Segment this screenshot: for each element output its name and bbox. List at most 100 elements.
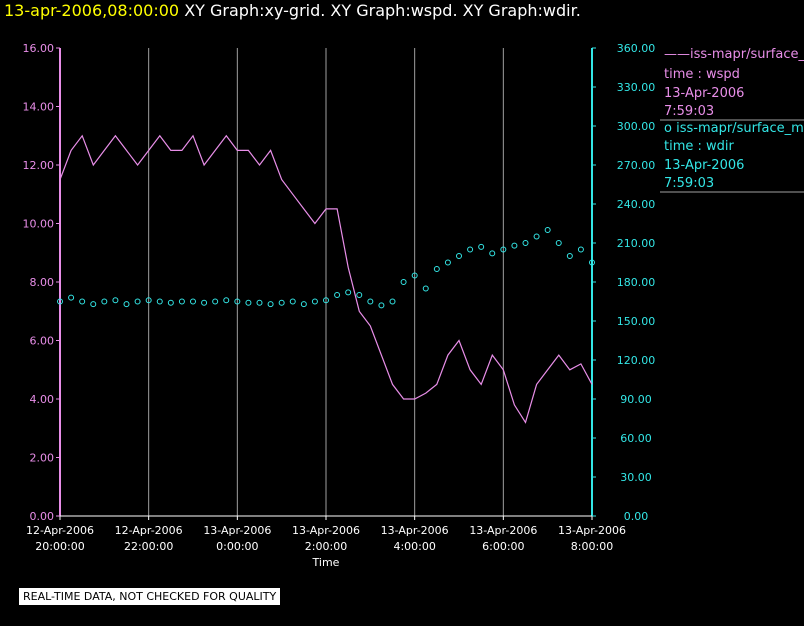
wdir-point (489, 250, 496, 257)
right-tick-label: 210.00 (617, 237, 656, 250)
wdir-point (400, 279, 407, 285)
x-tick-labels: 12-Apr-2006 20:00:00 12-Apr-2006 22:00:00 13… (26, 516, 626, 553)
left-tick-labels: 0.00 2.00 4.00 6.00 8.00 10.00 12.00 14.00 16.00 (23, 42, 60, 523)
x-tick-label: 2:00:00 (305, 540, 347, 553)
wdir-point (511, 242, 518, 249)
right-tick-label: 60.00 (620, 432, 652, 445)
wdir-point (90, 301, 97, 308)
wdir-point (367, 298, 374, 305)
wdir-point (422, 285, 429, 292)
wdir-point (533, 233, 540, 240)
wdir-point (234, 298, 241, 305)
wdir-point (267, 301, 274, 308)
x-tick-label: 20:00:00 (35, 540, 84, 553)
x-tick-label: 8:00:00 (571, 540, 613, 553)
x-tick-label: 6:00:00 (482, 540, 524, 553)
wdir-point (356, 292, 363, 298)
legend-wspd-date: 13-Apr-2006 (664, 86, 745, 101)
wdir-point (289, 298, 296, 305)
right-tick-labels: 0.00 30.00 60.00 90.00 120.00 150.00 180.00 210… (592, 42, 655, 523)
legend-line-symbol: —— (664, 47, 690, 62)
legend-marker-symbol: o (664, 121, 672, 136)
wdir-point (500, 246, 507, 253)
wdir-point (134, 298, 141, 305)
right-tick-label: 0.00 (624, 510, 649, 523)
left-tick-label: 6.00 (30, 335, 55, 348)
wdir-point (57, 298, 63, 305)
legend-wspd-var: time : wspd (664, 67, 740, 82)
right-tick-label: 270.00 (617, 159, 656, 172)
x-tick-label: 22:00:00 (124, 540, 173, 553)
x-tick-label: 13-Apr-2006 (381, 524, 449, 537)
wdir-point (145, 297, 152, 304)
wdir-point (411, 272, 418, 279)
right-tick-label: 330.00 (617, 81, 656, 94)
right-tick-label: 240.00 (617, 198, 656, 211)
legend-wdir-time: 7:59:03 (664, 176, 715, 191)
wspd-line (59, 134, 593, 424)
wdir-point (212, 298, 219, 305)
wdir-point (245, 299, 252, 306)
wdir-point (156, 298, 163, 305)
wdir-point (323, 297, 329, 304)
series-wdir (57, 227, 595, 309)
wdir-point (522, 240, 529, 246)
x-tick-label: 13-Apr-2006 (203, 524, 271, 537)
legend-wspd-name: ——iss-mapr/surface_m (664, 47, 804, 62)
x-tick-label: 13-Apr-2006 (292, 524, 360, 537)
right-tick-label: 300.00 (617, 120, 656, 133)
wdir-point (467, 246, 474, 253)
wdir-point (444, 259, 451, 266)
wdir-point (311, 298, 318, 305)
x-tick-label: 12-Apr-2006 (26, 524, 94, 537)
legend-wspd-time: 7:59:03 (664, 104, 715, 119)
wdir-point (101, 298, 108, 305)
wdir-point (278, 299, 285, 306)
left-tick-label: 8.00 (30, 276, 55, 289)
x-tick-label: 13-Apr-2006 (558, 524, 626, 537)
wdir-point (190, 298, 196, 305)
legend-wdir-name: o iss-mapr/surface_m (664, 121, 804, 136)
wdir-point (167, 299, 174, 306)
graph-list: XY Graph:xy-grid. XY Graph:wspd. XY Grap… (184, 1, 581, 20)
left-tick-label: 12.00 (23, 159, 55, 172)
wdir-point (201, 299, 208, 306)
legend-wdir-var: time : wdir (664, 139, 734, 154)
wdir-point (389, 298, 396, 305)
x-tick-label: 13-Apr-2006 (469, 524, 537, 537)
wdir-point (112, 297, 119, 304)
wdir-point (544, 227, 551, 233)
left-tick-label: 14.00 (23, 101, 55, 114)
right-tick-label: 30.00 (620, 471, 652, 484)
wdir-point (478, 243, 485, 250)
wdir-point (566, 253, 573, 259)
right-tick-label: 120.00 (617, 354, 656, 367)
x-axis-label: Time (312, 556, 340, 569)
wdir-point (456, 253, 462, 259)
wdir-point (378, 302, 385, 309)
wdir-point (433, 266, 440, 272)
wdir-point (256, 299, 263, 306)
wdir-point (178, 298, 185, 305)
wdir-point (68, 294, 75, 301)
right-tick-label: 90.00 (620, 393, 652, 406)
left-tick-label: 0.00 (30, 510, 55, 523)
left-tick-label: 4.00 (30, 393, 55, 406)
wdir-point (79, 298, 86, 305)
right-tick-label: 360.00 (617, 42, 656, 55)
left-tick-label: 16.00 (23, 42, 55, 55)
x-tick-label: 0:00:00 (216, 540, 258, 553)
right-tick-label: 180.00 (617, 276, 656, 289)
title-date: 13-apr-2006,08:00:00 (4, 1, 180, 20)
wdir-point (300, 301, 307, 308)
x-tick-label: 12-Apr-2006 (115, 524, 183, 537)
wdir-point (223, 297, 230, 304)
wdir-point (334, 292, 341, 298)
wdir-point (589, 259, 595, 266)
wdir-point (123, 301, 130, 308)
x-tick-label: 4:00:00 (393, 540, 435, 553)
wdir-point (345, 289, 352, 296)
series-wspd (59, 134, 593, 424)
